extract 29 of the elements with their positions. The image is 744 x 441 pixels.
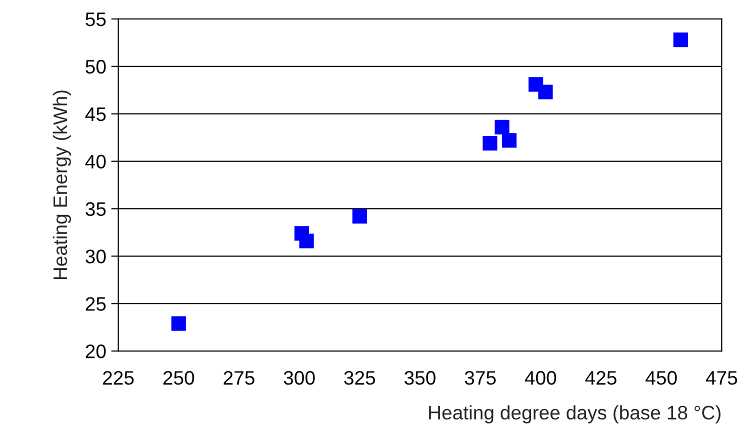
x-tick-label: 450 xyxy=(646,370,677,385)
point xyxy=(494,120,510,134)
x-axis-title: Heating degree days (base 18 °C) xyxy=(429,405,720,424)
y-tick-label: 30 xyxy=(86,250,106,264)
point xyxy=(171,316,186,331)
x-tick-label: 275 xyxy=(224,370,254,385)
point xyxy=(299,234,314,248)
point xyxy=(352,209,367,224)
y-tick-label: 55 xyxy=(86,12,106,26)
x-tick-label: 325 xyxy=(344,370,376,385)
y-tick-label: 35 xyxy=(86,202,106,216)
point xyxy=(538,84,553,100)
point xyxy=(673,32,688,48)
y-tick-label: 45 xyxy=(85,108,106,122)
y-tick-label: 40 xyxy=(85,154,106,169)
x-tick-label: 400 xyxy=(524,370,556,385)
y-tick-label: 50 xyxy=(86,60,106,74)
y-tick-label: 20 xyxy=(86,344,106,358)
x-tick-label: 250 xyxy=(163,370,194,385)
x-tick-label: 425 xyxy=(585,370,616,385)
x-tick-label: 225 xyxy=(103,370,134,385)
x-tick-label: 375 xyxy=(464,370,496,385)
y-tick-label: 25 xyxy=(86,297,106,311)
x-tick-label: 350 xyxy=(404,370,436,385)
point xyxy=(482,136,498,151)
x-tick-label: 300 xyxy=(284,370,315,385)
x-tick-label: 475 xyxy=(706,371,738,385)
y-axis-title: Heating Energy (kWh) xyxy=(52,90,71,280)
point xyxy=(502,133,517,148)
